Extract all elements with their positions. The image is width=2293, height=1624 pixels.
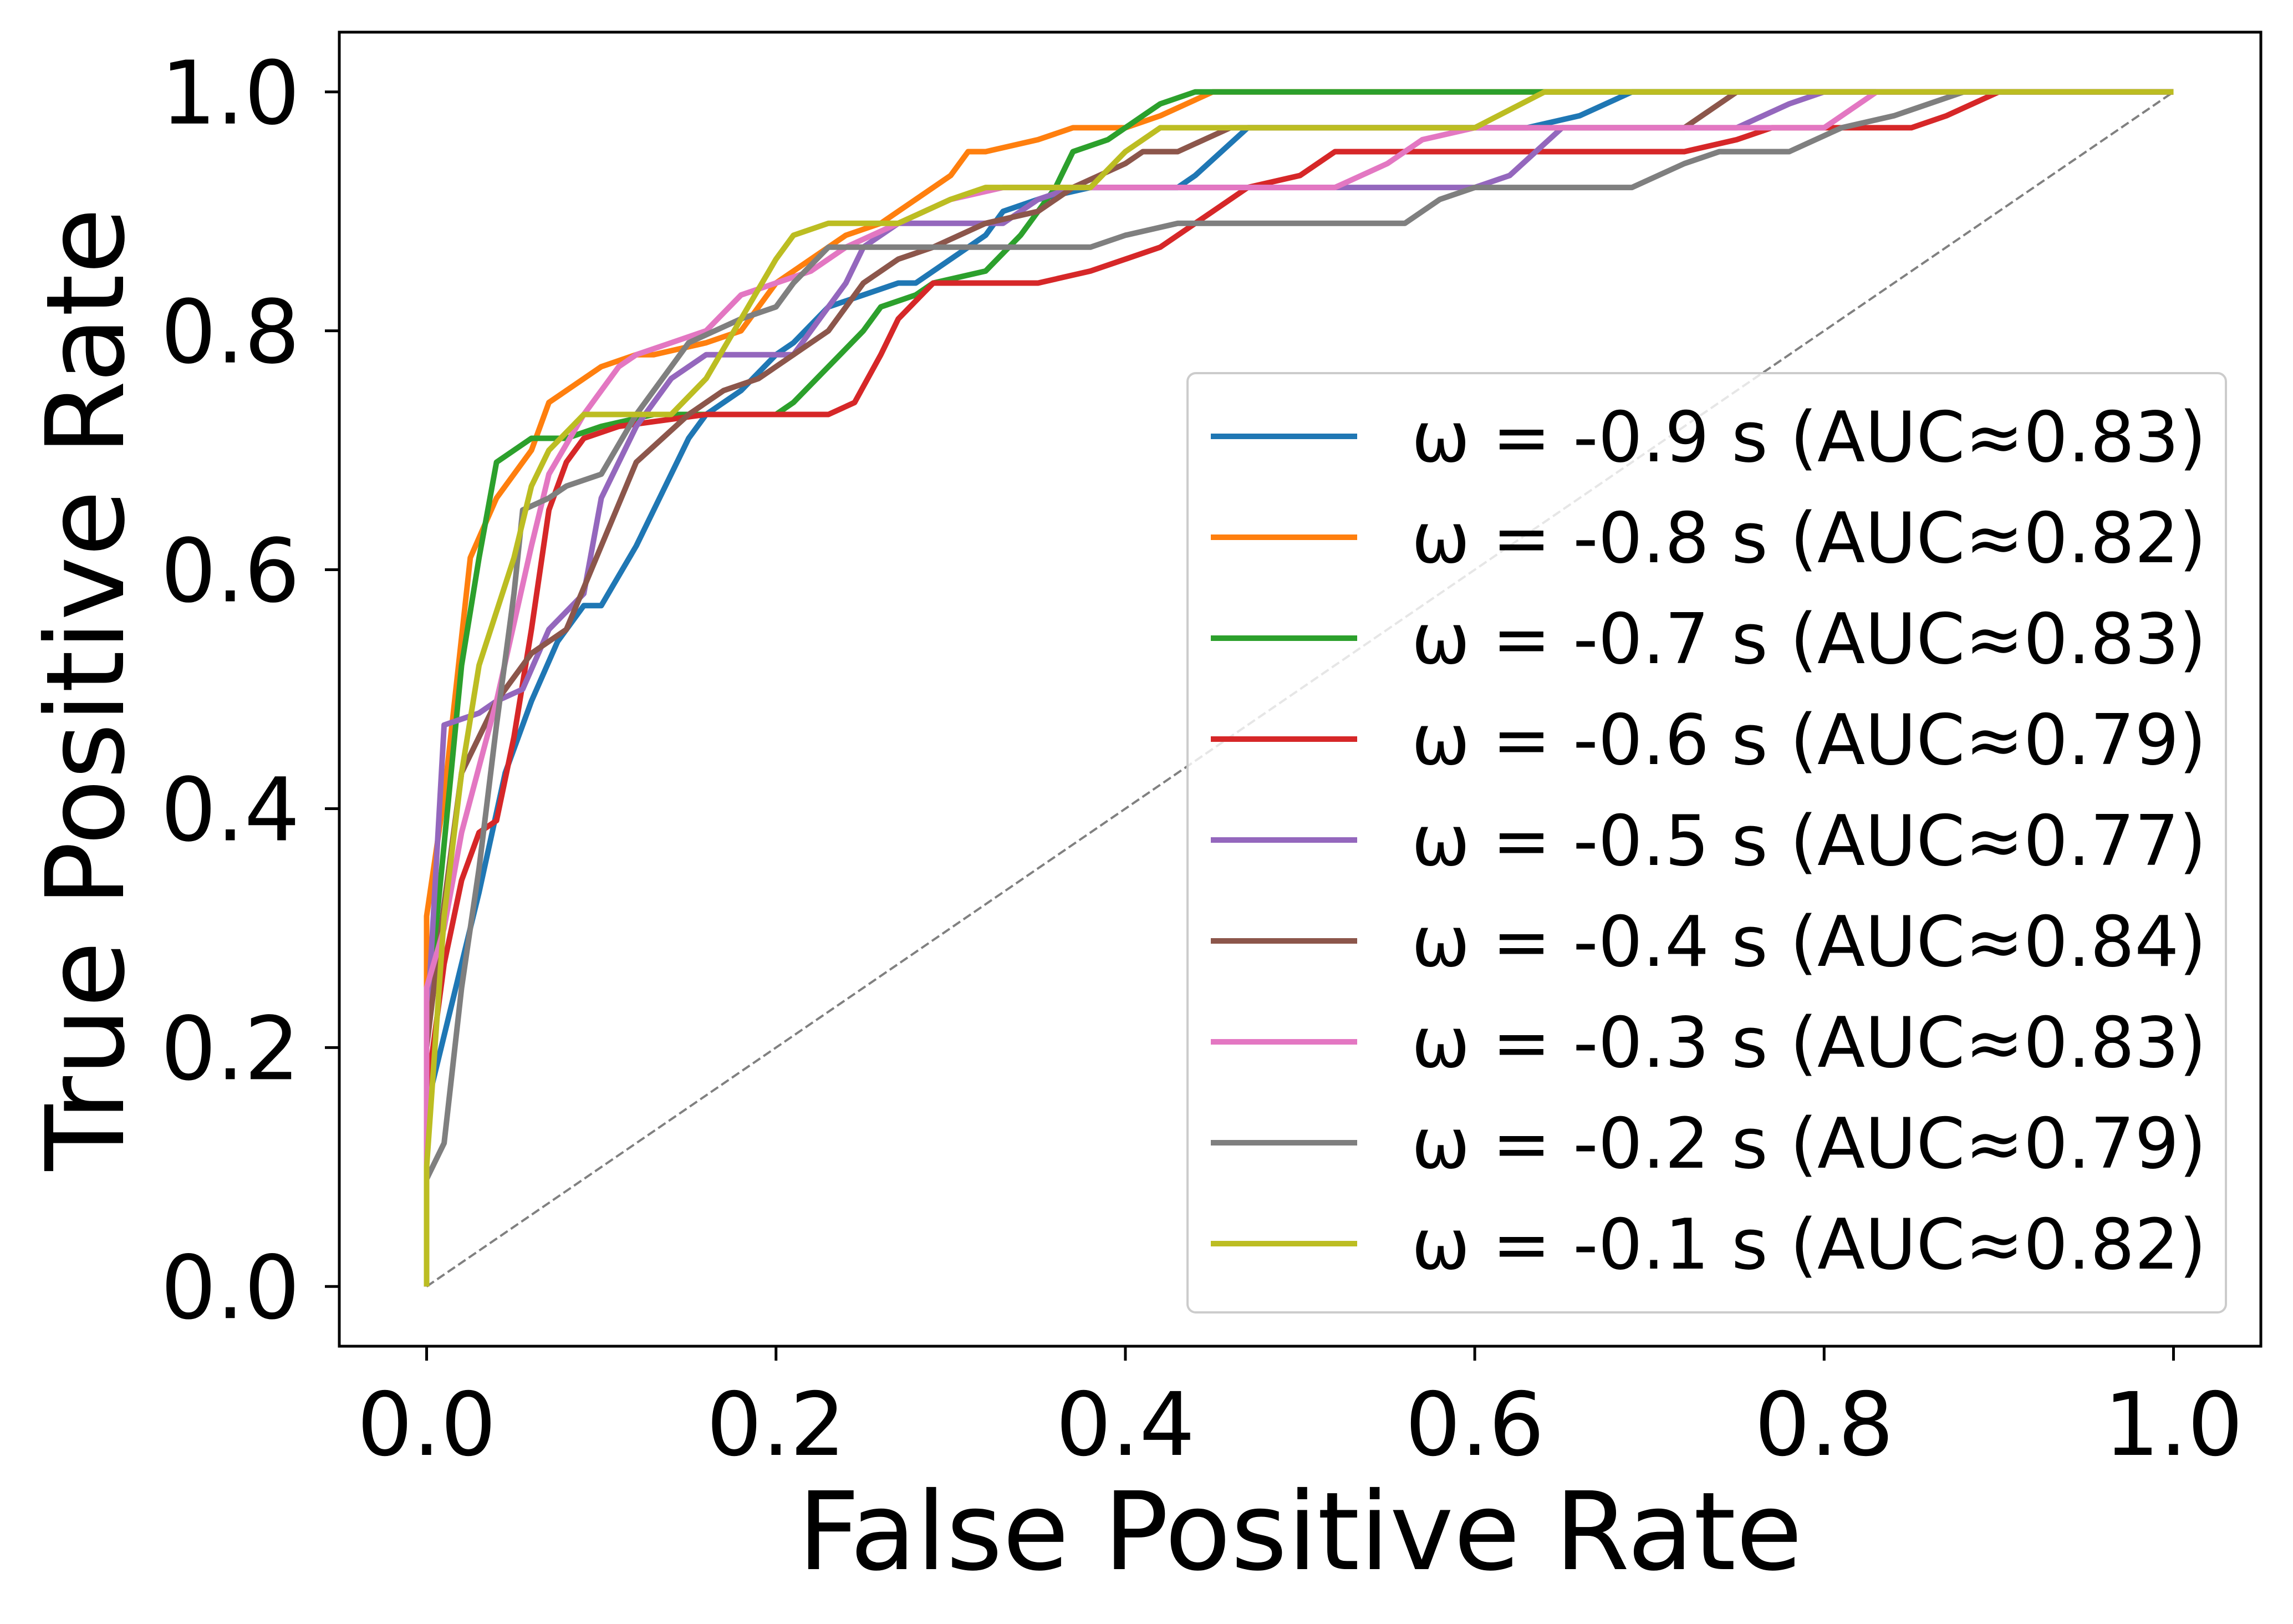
y-tick-label: 0.0 [161,1237,300,1339]
x-tick-label: 1.0 [2104,1374,2243,1476]
legend-label: ω = -0.4 s (AUC≈0.84) [1412,901,2207,982]
roc-curve [424,89,2174,1287]
legend-item: ω = -0.2 s (AUC≈0.79) [1211,1103,2207,1184]
legend-label: ω = -0.6 s (AUC≈0.79) [1412,699,2207,781]
x-axis: 0.0 0.2 0.4 0.6 0.8 1.0 [357,1346,2243,1476]
legend-item: ω = -0.7 s (AUC≈0.83) [1211,598,2207,680]
legend-label: ω = -0.5 s (AUC≈0.77) [1412,800,2207,882]
x-tick-label: 0.0 [357,1374,496,1476]
x-tick-label: 0.8 [1755,1374,1894,1476]
x-tick-label: 0.6 [1405,1374,1544,1476]
chance-line [426,91,2174,1287]
reference-layer [426,91,2174,1287]
roc-curve [424,89,2174,1287]
legend-frame [1186,372,2227,1314]
axes-frame [338,30,2263,1348]
x-tick-label: 0.4 [1056,1374,1195,1476]
legend-label: ω = -0.1 s (AUC≈0.82) [1412,1204,2207,1285]
roc-curve [424,89,2174,1287]
legend-item: ω = -0.1 s (AUC≈0.82) [1211,1204,2207,1285]
y-tick-label: 1.0 [161,43,300,145]
legend-item: ω = -0.4 s (AUC≈0.84) [1211,901,2207,982]
legend-item: ω = -0.8 s (AUC≈0.82) [1211,497,2207,579]
roc-curve [424,89,2174,1287]
roc-curve [424,89,2174,1287]
legend-label: ω = -0.3 s (AUC≈0.83) [1412,1002,2207,1083]
legend-item: ω = -0.9 s (AUC≈0.83) [1211,396,2207,478]
roc-curve [424,89,2174,1287]
legend-label: ω = -0.8 s (AUC≈0.82) [1412,497,2207,579]
y-tick-label: 0.6 [161,521,300,623]
legend-label: ω = -0.9 s (AUC≈0.83) [1412,396,2207,478]
y-tick-label: 0.4 [161,759,300,861]
legend-item: ω = -0.6 s (AUC≈0.79) [1211,699,2207,781]
roc-curve [424,89,2174,1287]
y-axis: 0.0 0.2 0.4 0.6 0.8 1.0 [161,43,339,1339]
x-axis-label: False Positive Rate [798,1469,1802,1595]
legend-label: ω = -0.2 s (AUC≈0.79) [1412,1103,2207,1184]
y-tick-label: 0.2 [161,998,300,1100]
legend-item: ω = -0.3 s (AUC≈0.83) [1211,1002,2207,1083]
y-tick-label: 0.8 [161,282,300,384]
legend-item: ω = -0.5 s (AUC≈0.77) [1211,800,2207,882]
legend: ω = -0.9 s (AUC≈0.83) ω = -0.8 s (AUC≈0.8… [1186,372,2227,1314]
x-tick-label: 0.2 [706,1374,845,1476]
curves-layer [424,89,2174,1287]
legend-label: ω = -0.7 s (AUC≈0.83) [1412,598,2207,680]
y-axis-label: True Positive Rate [23,207,149,1171]
